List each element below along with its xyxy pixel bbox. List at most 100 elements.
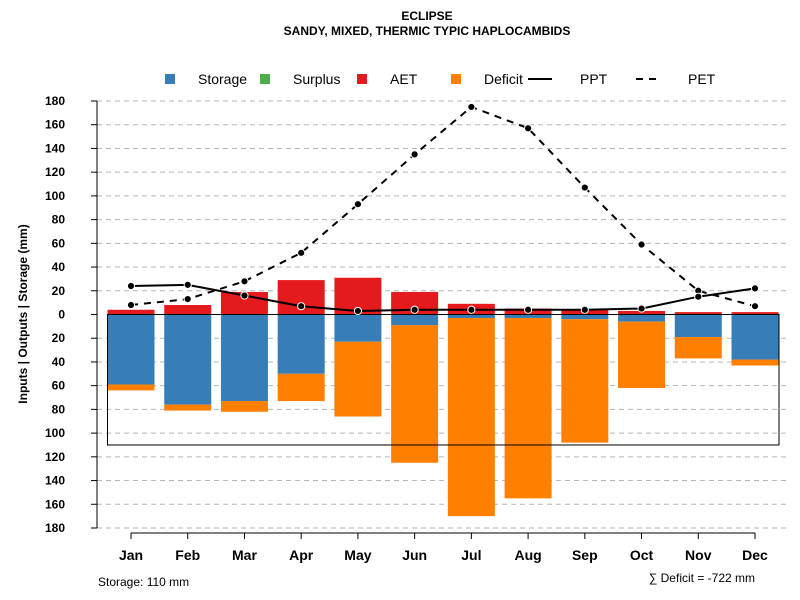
x-tick-label-jun: Jun [402,547,427,563]
ppt-point-feb [183,280,192,289]
pet-point-feb [183,294,192,304]
pet-point-apr [297,248,306,257]
storage-bar-oct [618,314,666,322]
x-tick-label-aug: Aug [514,547,541,563]
legend-swatch-deficit [451,74,461,84]
legend-label-surplus: Surplus [293,71,340,87]
storage-bar-aug [504,314,552,319]
y-tick-label: 160 [45,118,65,132]
deficit-bar-may [334,341,382,417]
storage-capacity-box [107,314,780,446]
deficit-bar-feb [164,404,212,411]
legend-label-deficit: Deficit [484,71,523,87]
chart-subtitle: SANDY, MIXED, THERMIC TYPIC HAPLOCAMBIDS [284,24,571,38]
y-tick-label: 120 [45,450,65,464]
ppt-point-aug [523,305,533,314]
y-tick-label: 180 [45,521,65,535]
y-axis: 180 160 140 120 100 80 60 40 20 0 20 40 60 80 100 120 14… [45,94,98,535]
deficit-note: ∑ Deficit = -722 mm [649,571,755,585]
legend-label-pet: PET [688,71,716,87]
deficit-bar-oct [618,321,666,389]
pet-line [130,105,756,308]
storage-bar-jan [107,314,155,385]
ppt-point-jun [410,305,419,314]
legend-swatch-aet [357,74,367,84]
legend-label-storage: Storage [198,71,247,87]
storage-bar-nov [674,314,722,338]
pet-point-jul [467,102,476,112]
x-tick-label-sep: Sep [572,547,598,563]
pet-point-may [353,200,363,209]
y-axis-label: Inputs | Outputs | Storage (mm) [16,224,30,403]
storage-bar-sep [561,314,609,320]
deficit-bar-dec [731,359,779,366]
storage-note: Storage: 110 mm [98,575,189,589]
aet-bar-oct [618,310,666,315]
x-tick-label-feb: Feb [175,547,200,563]
aet-bar-nov [674,312,722,315]
y-tick-label: 100 [45,189,65,203]
pet-point-aug [523,124,533,133]
legend: Storage Surplus AET Deficit PPT PET [165,71,716,87]
pet-point-mar [240,277,249,286]
ppt-point-sep [580,305,589,314]
y-tick-label: 20 [52,284,66,298]
pet-point-oct [637,240,646,249]
y-tick-label: 0 [58,308,65,322]
storage-bar-jun [391,314,439,326]
x-axis: Jan Feb Mar Apr May Jun Jul Aug Sep Oct Nov Dec [119,532,768,563]
ppt-point-dec [750,284,760,293]
x-tick-label-apr: Apr [289,547,314,563]
y-tick-label: 100 [45,426,65,440]
ppt-line [130,283,756,312]
x-tick-label-mar: Mar [232,547,257,563]
deficit-bar-jul [447,318,495,517]
deficit-bar-aug [504,318,552,499]
bars [107,277,780,517]
y-tick-label: 80 [52,213,66,227]
series-lines [126,102,760,316]
chart-title: ECLIPSE [401,9,452,23]
pet-point-jun [410,150,419,159]
y-tick-label: 40 [52,260,66,274]
y-tick-label: 40 [52,355,66,369]
storage-bar-may [334,314,382,342]
x-tick-label-oct: Oct [630,547,654,563]
storage-bar-dec [731,314,779,360]
y-tick-label: 160 [45,497,65,511]
y-tick-label: 60 [52,236,66,250]
ppt-point-may [353,306,363,316]
gridlines [97,100,790,529]
legend-label-ppt: PPT [580,71,608,87]
ppt-point-jan [126,281,136,291]
x-tick-label-jan: Jan [119,547,143,563]
ppt-point-apr [297,302,306,311]
y-tick-label: 180 [45,94,65,108]
deficit-bar-apr [277,373,325,402]
y-tick-label: 120 [45,165,65,179]
storage-bar-jul [447,314,495,319]
ppt-point-oct [637,304,646,313]
deficit-bar-jan [107,384,155,391]
storage-bar-apr [277,314,325,374]
storage-bar-mar [220,314,268,402]
x-tick-label-may: May [344,547,371,563]
y-tick-label: 80 [52,402,66,416]
deficit-bar-sep [561,319,609,443]
aet-bar-jan [107,309,155,315]
aet-bar-feb [164,305,212,315]
y-tick-label: 140 [45,141,65,155]
pet-point-dec [750,302,760,311]
ppt-point-nov [694,292,703,301]
y-tick-label: 60 [52,379,66,393]
x-tick-label-nov: Nov [685,547,712,563]
pet-point-sep [580,183,589,192]
aet-bar-dec [731,312,779,315]
x-tick-label-jul: Jul [461,547,481,563]
pet-point-jan [126,300,136,310]
deficit-bar-jun [391,325,439,463]
deficit-bar-mar [220,401,268,412]
y-tick-label: 140 [45,474,65,488]
legend-swatch-surplus [260,74,270,84]
